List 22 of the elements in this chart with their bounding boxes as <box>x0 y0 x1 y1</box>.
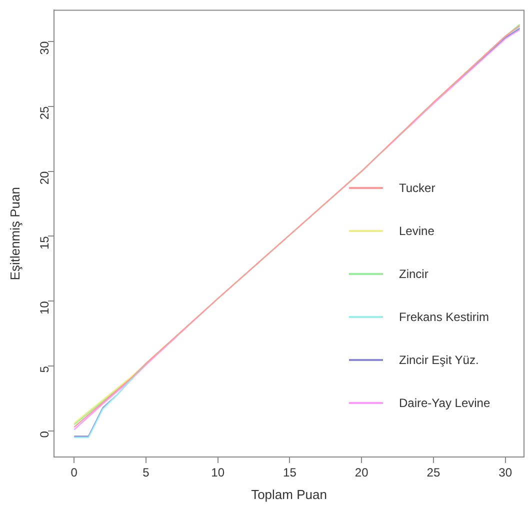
x-tick-label: 0 <box>70 466 78 480</box>
legend-label: Levine <box>399 224 434 238</box>
legend-label: Daire-Yay Levine <box>399 396 490 410</box>
x-axis-title: Toplam Puan <box>251 486 327 502</box>
legend-label: Frekans Kestirim <box>399 310 490 324</box>
x-tick-label: 10 <box>211 466 225 480</box>
legend-label: Zincir <box>399 267 428 282</box>
y-tick-label: 15 <box>37 236 52 250</box>
x-tick-label: 30 <box>498 466 512 480</box>
x-tick-label: 5 <box>142 466 150 480</box>
legend-label: Tucker <box>399 181 436 196</box>
y-tick-label: 25 <box>37 106 52 120</box>
y-axis-title: Eşitlenmiş Puan <box>7 186 22 280</box>
legend-label: Zincir Eşit Yüz. <box>399 353 479 368</box>
y-tick-label: 0 <box>37 430 52 438</box>
y-tick-label: 10 <box>37 300 52 314</box>
x-tick-label: 20 <box>354 466 369 480</box>
y-tick-label: 20 <box>37 170 52 185</box>
x-tick-label: 15 <box>283 466 297 480</box>
y-tick-label: 30 <box>37 41 52 55</box>
x-tick-label: 25 <box>426 466 440 480</box>
y-tick-label: 5 <box>37 366 52 373</box>
